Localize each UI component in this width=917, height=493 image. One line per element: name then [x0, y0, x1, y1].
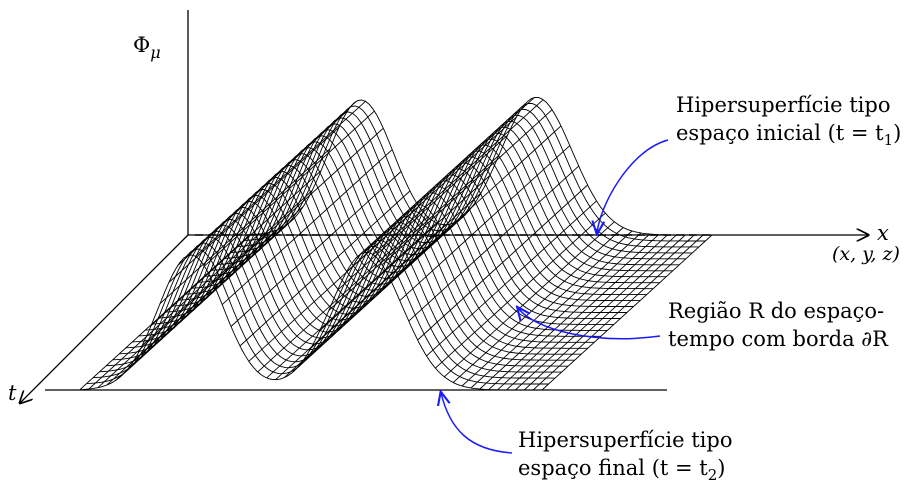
- mesh-line: [514, 234, 686, 391]
- initial-annotation-line2: espaço inicial (t = t1): [676, 121, 901, 149]
- mesh-line: [479, 233, 651, 390]
- mesh-line: [390, 125, 562, 282]
- mesh-line: [363, 97, 535, 253]
- mesh-line: [488, 234, 660, 390]
- mesh-line: [381, 109, 553, 266]
- mesh-line: [132, 206, 304, 362]
- mesh-line: [541, 234, 713, 391]
- mesh-line: [88, 233, 260, 390]
- mesh-line: [452, 227, 624, 383]
- mesh-line: [408, 165, 580, 322]
- mesh-line: [506, 234, 677, 391]
- mesh-line: [355, 103, 526, 259]
- mesh-line: [204, 110, 375, 267]
- phi-axis-label: Φμ: [133, 33, 161, 62]
- mesh-line: [195, 100, 366, 257]
- t-axis-label: t: [8, 381, 17, 405]
- initial-hypersurface-pointer-arrow: [597, 139, 669, 233]
- mesh-line: [461, 230, 633, 387]
- mesh-line: [239, 190, 411, 347]
- final-hypersurface-pointer-arrow: [441, 393, 513, 454]
- spacetime-region-mesh: [79, 96, 713, 391]
- mesh-line: [319, 175, 491, 331]
- mesh-line: [497, 234, 668, 391]
- mesh-line: [125, 210, 588, 349]
- region-annotation-line2: tempo com borda ∂R: [668, 327, 889, 351]
- mesh-line: [328, 155, 500, 311]
- mesh-line: [470, 232, 642, 389]
- mesh-line: [310, 192, 482, 349]
- mesh-line: [168, 127, 340, 283]
- mesh-line: [292, 216, 464, 373]
- mesh-line: [212, 127, 384, 284]
- x-axis-sublabel: (x, y, z): [832, 243, 900, 265]
- mesh-line: [221, 149, 393, 305]
- mesh-line: [159, 148, 331, 305]
- mesh-line: [443, 221, 615, 378]
- mesh-line: [266, 222, 437, 379]
- mesh-line: [230, 171, 402, 327]
- final-annotation-line2: espaço final (t = t2): [518, 456, 725, 484]
- mesh-line: [141, 190, 313, 346]
- mesh-line: [124, 217, 295, 374]
- region-pointer-arrow: [518, 308, 661, 340]
- mesh-line: [523, 234, 695, 391]
- mesh-line: [532, 234, 704, 391]
- mesh-line: [417, 184, 588, 341]
- mesh-line: [399, 145, 571, 301]
- mesh-line: [275, 224, 446, 381]
- mesh-line: [119, 216, 582, 355]
- mesh-line: [158, 180, 621, 319]
- mesh-line: [372, 99, 544, 256]
- mesh-line: [150, 170, 322, 327]
- mesh-line: [426, 200, 597, 357]
- mesh-line: [79, 234, 251, 390]
- final-annotation-line1: Hipersuperfície tipo: [518, 428, 732, 452]
- mesh-line: [97, 232, 269, 389]
- region-annotation-line1: Região R do espaço-: [668, 299, 884, 323]
- mesh-line: [177, 110, 349, 266]
- mesh-line: [186, 100, 357, 257]
- t-axis: [20, 234, 189, 403]
- mesh-line: [257, 216, 429, 373]
- mesh-line: [145, 192, 608, 331]
- mesh-line: [435, 212, 606, 369]
- mesh-line: [346, 116, 517, 273]
- initial-annotation-line1: Hipersuperfície tipo: [676, 93, 890, 117]
- x-axis-label: x: [877, 221, 889, 245]
- mesh-line: [337, 134, 509, 291]
- mesh-line: [106, 228, 569, 367]
